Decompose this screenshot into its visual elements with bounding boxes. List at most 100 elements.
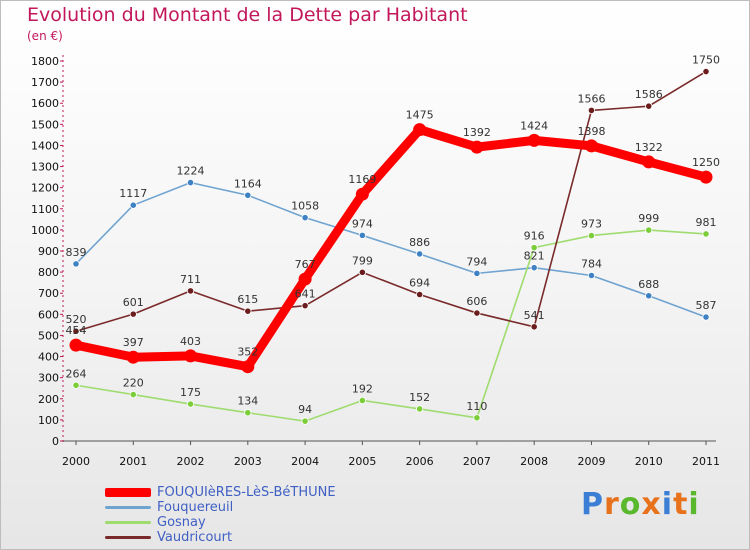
data-point-vaudricourt xyxy=(301,302,309,310)
x-tick-label: 2001 xyxy=(119,455,147,468)
data-point-vaudricourt xyxy=(186,287,195,295)
data-label-vaudricourt: 520 xyxy=(66,313,87,326)
data-point-gosnay xyxy=(301,417,309,425)
data-label-gosnay: 264 xyxy=(66,367,87,380)
x-tick-label: 2008 xyxy=(520,455,548,468)
data-label-fouqui-res-l-s-b-thune: 454 xyxy=(66,324,87,337)
data-label-vaudricourt: 641 xyxy=(295,288,316,301)
data-point-fouquereuil xyxy=(645,292,653,300)
y-tick-label: 1500 xyxy=(31,118,59,131)
data-point-vaudricourt xyxy=(530,323,538,331)
data-point-fouquereuil xyxy=(186,179,195,187)
data-point-gosnay xyxy=(587,231,596,240)
data-point-fouquereuil xyxy=(244,191,252,199)
data-point-fouqui-res-l-s-b-thune xyxy=(298,272,312,286)
brand-letter: P xyxy=(581,487,604,522)
data-point-fouquereuil xyxy=(358,231,366,239)
brand-letter: o xyxy=(619,487,642,522)
data-point-vaudricourt xyxy=(587,106,596,115)
x-tick-label: 2007 xyxy=(463,455,491,468)
data-label-gosnay: 175 xyxy=(180,386,201,399)
legend-label: Vaudricourt xyxy=(157,530,233,545)
data-point-fouqui-res-l-s-b-thune xyxy=(241,360,255,374)
data-label-fouquereuil: 1164 xyxy=(234,177,262,190)
brand-letter: i xyxy=(661,487,674,522)
data-point-gosnay xyxy=(358,396,366,405)
data-point-vaudricourt xyxy=(72,327,80,335)
data-label-gosnay: 973 xyxy=(581,218,602,231)
series-line-fouqui-res-l-s-b-thune xyxy=(71,125,711,372)
data-label-gosnay: 220 xyxy=(123,377,144,390)
data-label-vaudricourt: 606 xyxy=(466,295,487,308)
data-label-fouqui-res-l-s-b-thune: 1475 xyxy=(406,109,434,122)
data-point-fouquereuil xyxy=(530,264,538,272)
data-point-gosnay xyxy=(416,405,424,413)
chart-title: Evolution du Montant de la Dette par Hab… xyxy=(27,4,468,26)
data-label-fouqui-res-l-s-b-thune: 403 xyxy=(180,335,201,348)
data-point-gosnay xyxy=(473,414,481,422)
data-label-fouqui-res-l-s-b-thune: 1169 xyxy=(348,173,376,186)
y-tick-label: 500 xyxy=(38,329,59,342)
data-label-vaudricourt: 711 xyxy=(180,273,201,286)
data-point-fouquereuil xyxy=(301,214,309,222)
legend-label: FOUQUIèRES-LèS-BéTHUNE xyxy=(157,485,336,500)
y-tick-label: 200 xyxy=(38,393,59,406)
data-point-gosnay xyxy=(186,400,195,408)
data-point-vaudricourt xyxy=(129,310,137,318)
x-tick-label: 2003 xyxy=(234,455,262,468)
y-tick-label: 800 xyxy=(38,266,59,279)
brand-logo: Proxiti xyxy=(581,487,700,522)
legend-swatch xyxy=(105,521,151,524)
data-label-fouqui-res-l-s-b-thune: 1250 xyxy=(692,156,720,169)
data-label-vaudricourt: 1566 xyxy=(577,92,605,105)
data-point-gosnay xyxy=(129,390,137,399)
y-tick-label: 1700 xyxy=(31,76,59,89)
data-point-fouqui-res-l-s-b-thune xyxy=(642,155,656,169)
data-point-gosnay xyxy=(530,244,538,252)
y-tick-label: 600 xyxy=(38,308,59,321)
y-tick-label: 1100 xyxy=(31,203,59,216)
data-point-fouquereuil xyxy=(702,313,710,321)
data-point-fouqui-res-l-s-b-thune xyxy=(413,123,427,137)
data-label-gosnay: 981 xyxy=(696,216,717,229)
data-point-vaudricourt xyxy=(358,268,366,276)
data-label-fouquereuil: 1058 xyxy=(291,200,319,213)
data-label-fouqui-res-l-s-b-thune: 397 xyxy=(123,336,144,349)
chart-unit-label: (en €) xyxy=(27,29,63,43)
legend-label: Gosnay xyxy=(157,515,206,530)
data-label-vaudricourt: 1586 xyxy=(635,88,663,101)
data-point-vaudricourt xyxy=(416,290,424,299)
brand-letter: i xyxy=(688,487,700,522)
data-label-gosnay: 916 xyxy=(524,230,545,243)
data-point-fouqui-res-l-s-b-thune xyxy=(699,170,713,184)
data-point-fouqui-res-l-s-b-thune xyxy=(355,187,369,201)
series-line-vaudricourt xyxy=(75,70,707,333)
data-label-fouqui-res-l-s-b-thune: 1424 xyxy=(520,119,548,132)
x-tick-label: 2004 xyxy=(291,455,319,468)
legend-label: Fouquereuil xyxy=(157,500,234,515)
data-label-gosnay: 192 xyxy=(352,382,373,395)
data-point-gosnay xyxy=(645,226,653,234)
data-label-gosnay: 94 xyxy=(298,403,312,416)
data-point-vaudricourt xyxy=(473,309,481,317)
data-label-fouqui-res-l-s-b-thune: 1392 xyxy=(463,126,491,139)
brand-letter: r xyxy=(604,487,620,522)
data-point-fouquereuil xyxy=(416,250,424,258)
data-point-vaudricourt xyxy=(702,67,710,76)
data-label-fouquereuil: 839 xyxy=(66,246,87,259)
y-tick-label: 1300 xyxy=(31,161,59,174)
data-point-gosnay xyxy=(702,230,710,238)
data-point-fouquereuil xyxy=(72,260,80,268)
data-point-vaudricourt xyxy=(244,307,252,315)
data-label-gosnay: 110 xyxy=(466,400,487,413)
y-tick-label: 900 xyxy=(38,245,59,258)
brand-letter: t xyxy=(673,487,689,522)
data-point-fouqui-res-l-s-b-thune xyxy=(527,133,541,147)
data-point-fouqui-res-l-s-b-thune xyxy=(584,139,598,153)
data-label-vaudricourt: 694 xyxy=(409,276,430,289)
x-tick-label: 2005 xyxy=(348,455,376,468)
y-tick-label: 1600 xyxy=(31,97,59,110)
legend: FOUQUIèRES-LèS-BéTHUNE Fouquereuil Gosnay V… xyxy=(105,485,336,545)
data-point-fouquereuil xyxy=(587,271,596,280)
legend-swatch xyxy=(105,488,151,497)
